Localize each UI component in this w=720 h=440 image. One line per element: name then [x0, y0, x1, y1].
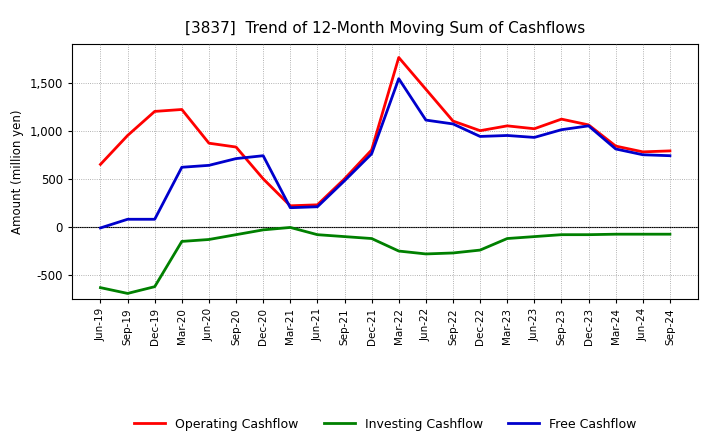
Free Cashflow [286, 205, 294, 210]
Operating Cashflow [123, 133, 132, 138]
Title: [3837]  Trend of 12-Month Moving Sum of Cashflows: [3837] Trend of 12-Month Moving Sum of C… [185, 21, 585, 36]
Free Cashflow [204, 163, 213, 168]
Operating Cashflow [530, 126, 539, 132]
Investing Cashflow [313, 232, 322, 237]
Investing Cashflow [204, 237, 213, 242]
Operating Cashflow [503, 123, 511, 128]
Investing Cashflow [421, 251, 430, 257]
Investing Cashflow [557, 232, 566, 237]
Investing Cashflow [395, 249, 403, 254]
Line: Investing Cashflow: Investing Cashflow [101, 227, 670, 293]
Investing Cashflow [503, 236, 511, 241]
Free Cashflow [313, 204, 322, 209]
Free Cashflow [665, 153, 674, 158]
Free Cashflow [503, 133, 511, 138]
Free Cashflow [639, 152, 647, 158]
Operating Cashflow [286, 203, 294, 209]
Free Cashflow [395, 76, 403, 81]
Investing Cashflow [530, 234, 539, 239]
Operating Cashflow [421, 87, 430, 92]
Operating Cashflow [665, 148, 674, 154]
Investing Cashflow [665, 231, 674, 237]
Investing Cashflow [232, 232, 240, 237]
Free Cashflow [96, 225, 105, 231]
Free Cashflow [367, 151, 376, 157]
Legend: Operating Cashflow, Investing Cashflow, Free Cashflow: Operating Cashflow, Investing Cashflow, … [129, 413, 642, 436]
Investing Cashflow [367, 236, 376, 241]
Line: Operating Cashflow: Operating Cashflow [101, 58, 670, 206]
Free Cashflow [611, 147, 620, 152]
Investing Cashflow [341, 234, 349, 239]
Operating Cashflow [367, 147, 376, 153]
Free Cashflow [421, 117, 430, 123]
Line: Free Cashflow: Free Cashflow [101, 79, 670, 228]
Free Cashflow [476, 134, 485, 139]
Free Cashflow [150, 216, 159, 222]
Investing Cashflow [639, 231, 647, 237]
Free Cashflow [449, 121, 457, 127]
Operating Cashflow [449, 118, 457, 124]
Free Cashflow [123, 216, 132, 222]
Investing Cashflow [96, 285, 105, 290]
Investing Cashflow [449, 250, 457, 256]
Operating Cashflow [584, 122, 593, 128]
Y-axis label: Amount (million yen): Amount (million yen) [11, 110, 24, 234]
Operating Cashflow [178, 107, 186, 112]
Operating Cashflow [557, 117, 566, 122]
Free Cashflow [259, 153, 268, 158]
Operating Cashflow [259, 176, 268, 181]
Free Cashflow [584, 123, 593, 128]
Free Cashflow [232, 156, 240, 161]
Investing Cashflow [150, 284, 159, 290]
Operating Cashflow [96, 162, 105, 167]
Investing Cashflow [123, 291, 132, 296]
Operating Cashflow [395, 55, 403, 60]
Free Cashflow [557, 127, 566, 132]
Free Cashflow [178, 165, 186, 170]
Operating Cashflow [611, 143, 620, 149]
Operating Cashflow [341, 176, 349, 181]
Free Cashflow [530, 135, 539, 140]
Operating Cashflow [476, 128, 485, 133]
Investing Cashflow [476, 247, 485, 253]
Investing Cashflow [286, 225, 294, 230]
Free Cashflow [341, 178, 349, 183]
Operating Cashflow [313, 202, 322, 208]
Investing Cashflow [584, 232, 593, 237]
Investing Cashflow [178, 239, 186, 244]
Operating Cashflow [204, 140, 213, 146]
Investing Cashflow [259, 227, 268, 232]
Investing Cashflow [611, 231, 620, 237]
Operating Cashflow [639, 149, 647, 154]
Operating Cashflow [232, 144, 240, 150]
Operating Cashflow [150, 109, 159, 114]
